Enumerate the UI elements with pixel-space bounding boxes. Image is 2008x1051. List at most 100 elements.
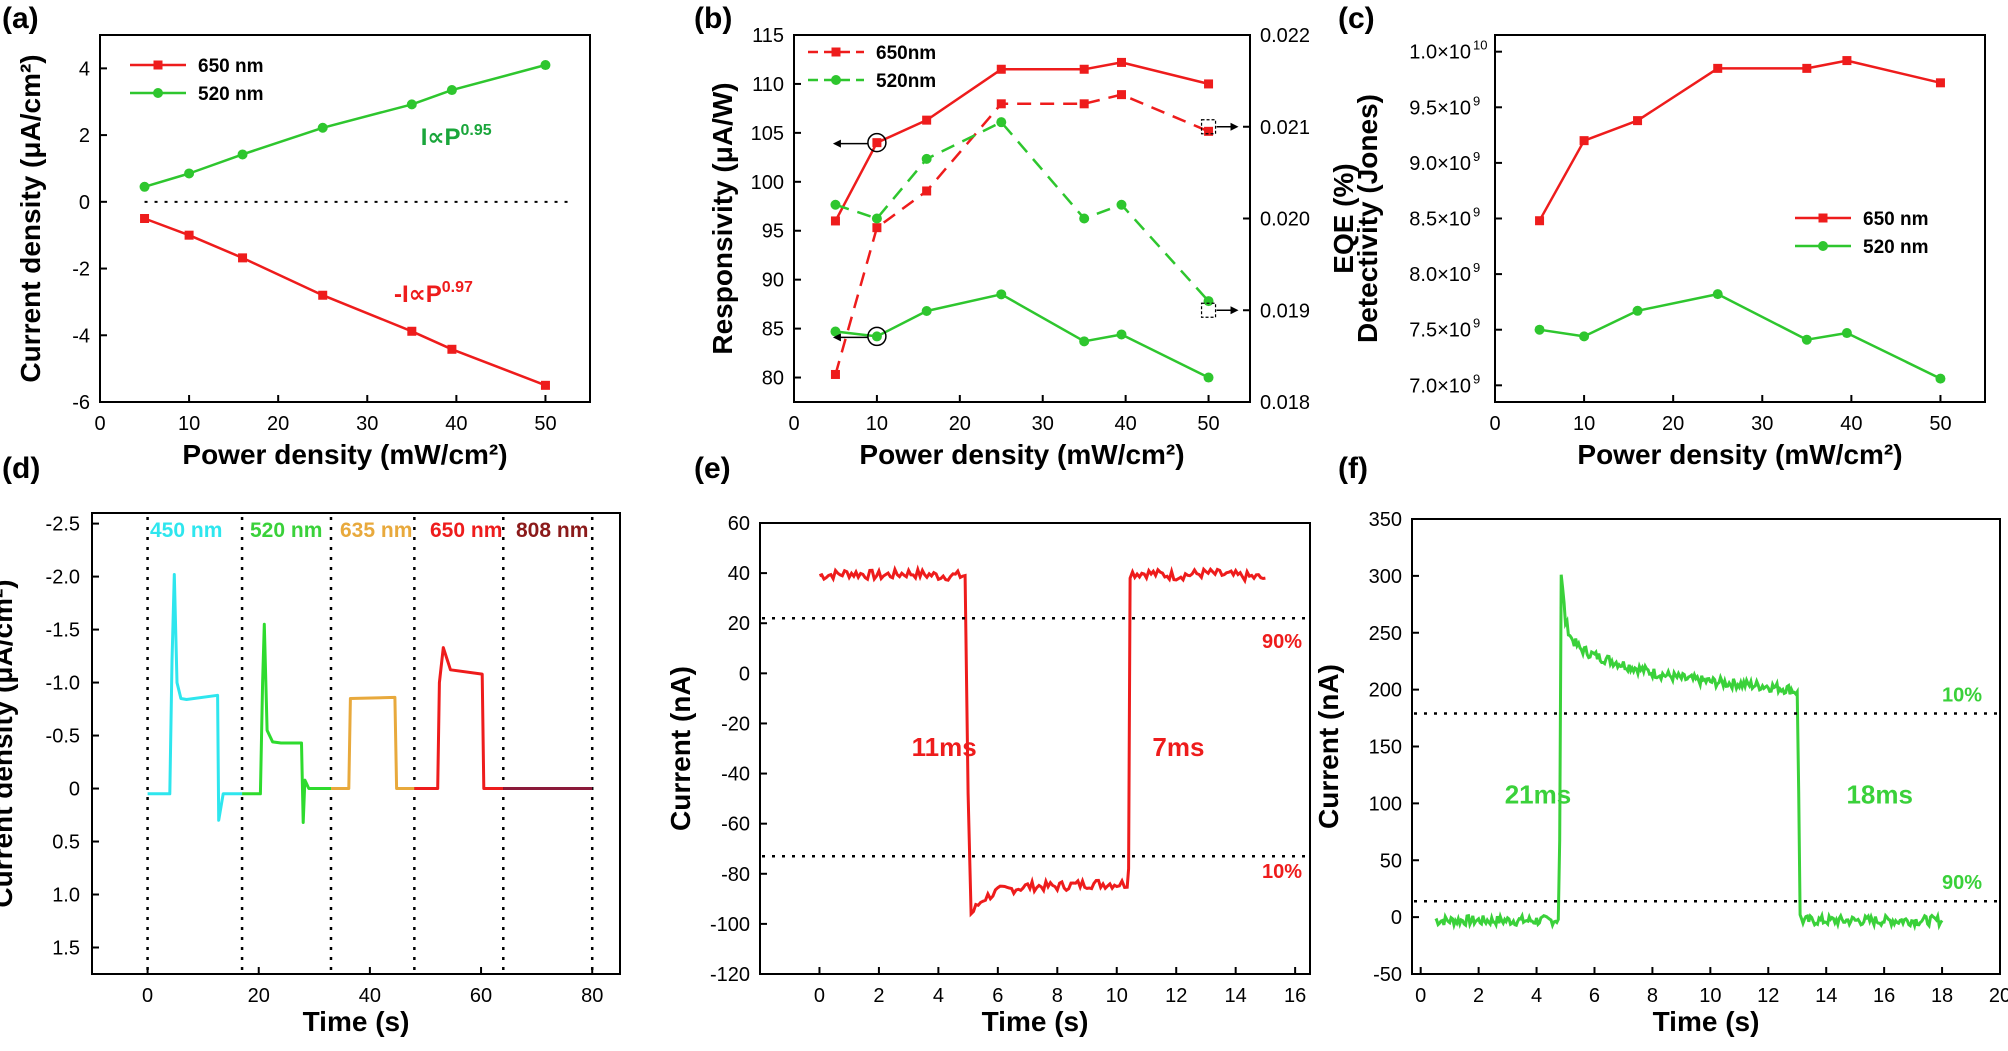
data-point-circle — [830, 326, 841, 337]
y2-tick-label: 0.021 — [1260, 117, 1310, 139]
data-point-square — [830, 216, 840, 226]
x-tick-label: 0 — [1489, 413, 1500, 435]
y-tick-label: 0.5 — [52, 832, 80, 854]
data-point-square — [238, 253, 248, 263]
x-axis-title: Power density (mW/cm²) — [1577, 439, 1902, 470]
y-tick-exponent: 10 — [1473, 38, 1487, 53]
data-point-circle — [1579, 331, 1590, 342]
arrow-head — [832, 139, 841, 148]
plot-frame-a — [99, 34, 591, 403]
data-point-circle — [540, 60, 551, 71]
y-axis-title: Current (nA) — [665, 666, 696, 831]
y2-tick-label: 0.022 — [1260, 25, 1310, 47]
highlight-dashed-box — [1200, 119, 1217, 135]
data-point-square — [1204, 79, 1214, 89]
y-tick-exponent: 9 — [1473, 205, 1480, 220]
y-tick-label: -1.5 — [46, 620, 80, 642]
y-tick-label: 9.5×10 — [1409, 97, 1471, 119]
y-tick-label: 250 — [1369, 623, 1402, 645]
wavelength-label: 650 nm — [430, 519, 502, 542]
legend-label: 650 nm — [1863, 209, 1928, 230]
y-tick-label: 100 — [1369, 793, 1402, 815]
threshold-label: 90% — [1262, 631, 1302, 653]
highlight-dashed-box — [1200, 302, 1217, 318]
x-tick-label: 40 — [1115, 413, 1137, 435]
panel-label: (f) — [1338, 452, 1368, 485]
data-point-circle — [996, 289, 1007, 300]
legend-label: 520 nm — [1863, 237, 1928, 258]
y-tick-label: 9.0×10 — [1409, 153, 1471, 175]
wavelength-label: 635 nm — [340, 519, 412, 542]
x-axis-title: Time (s) — [303, 1006, 410, 1037]
data-point-circle — [830, 199, 841, 210]
y-tick-label: 4 — [79, 58, 90, 80]
legend-label: 520 nm — [198, 84, 263, 105]
panel-f-group: 10% 90% 21ms 18ms 0 2 4 6 8 10 12 14 16 18 20 -50 0 50 100… — [1313, 452, 2008, 1037]
data-point-square — [1535, 216, 1545, 226]
y-tick-label: 0 — [739, 663, 750, 685]
y-tick-label: 50 — [1380, 850, 1402, 872]
y-tick-exponent: 9 — [1473, 149, 1480, 164]
data-point-square — [831, 47, 841, 57]
data-point-circle — [317, 122, 328, 133]
time-constant-label: 18ms — [1846, 779, 1913, 809]
x-axis-title: Power density (mW/cm²) — [182, 439, 507, 470]
data-point-square — [1802, 63, 1812, 73]
trace-450nm — [147, 573, 243, 822]
data-point-circle — [1712, 289, 1723, 300]
x-tick-label: 0 — [94, 413, 105, 435]
y-tick-label: -40 — [721, 764, 750, 786]
x-tick-label: 60 — [470, 985, 492, 1007]
data-point-square — [447, 344, 457, 354]
panel-a-group: 0 10 20 30 40 50 -6 -4 -2 0 2 4 Power density (mW/cm… — [2, 2, 591, 470]
data-point-square — [540, 380, 550, 390]
y-tick-label: 80 — [762, 368, 784, 390]
x-tick-label: 0 — [788, 413, 799, 435]
legend-label: 650 nm — [198, 56, 263, 77]
series-line-520nm — [1539, 292, 1942, 380]
data-point-square — [830, 369, 840, 379]
x-tick-label: 4 — [1531, 985, 1542, 1007]
data-point-circle — [1818, 241, 1828, 251]
data-point-circle — [921, 305, 932, 316]
data-point-circle — [871, 331, 882, 342]
x-tick-label: 40 — [1840, 413, 1862, 435]
y2-axis-title: EQE (%) — [1328, 163, 1359, 273]
x-tick-label: 30 — [356, 413, 378, 435]
y-tick-label: -0.5 — [46, 726, 80, 748]
data-point-circle — [1079, 213, 1090, 224]
x-tick-label: 6 — [1589, 985, 1600, 1007]
panel-b-group: 0 10 20 30 40 50 80 85 90 95 100 105 110 115 0.018 0.01… — [694, 2, 1359, 470]
y-tick-label: -20 — [721, 713, 750, 735]
series-line-520nm — [835, 120, 1210, 302]
data-point-square — [1842, 56, 1852, 66]
data-point-circle — [1203, 372, 1214, 383]
x-tick-label: 20 — [248, 985, 270, 1007]
data-point-circle — [446, 85, 457, 96]
plot-frame-d — [91, 512, 621, 975]
y-axis-title: Detectivity (Jones) — [1352, 94, 1383, 343]
x-tick-label: 8 — [1052, 985, 1063, 1007]
y-tick-label: 0 — [69, 779, 80, 801]
wavelength-label: 808 nm — [516, 519, 588, 542]
power-law-annotation: I∝P0.95 — [421, 122, 492, 151]
x-tick-label: 8 — [1647, 985, 1658, 1007]
y-tick-label: 105 — [751, 123, 784, 145]
data-point-square — [407, 326, 417, 336]
data-point-square — [1713, 63, 1723, 73]
data-point-circle — [1935, 373, 1946, 384]
panel-c-group: 0 10 20 30 40 507.0×10 97.5×10 98.0×10 98.5×10 99… — [1338, 2, 1986, 470]
y-tick-label: 1.5 — [52, 938, 80, 960]
data-point-square — [1633, 116, 1643, 126]
y-tick-label: -2.0 — [46, 567, 80, 589]
threshold-label: 10% — [1942, 685, 1982, 707]
y-tick-label: -2.5 — [46, 514, 80, 536]
x-axis-title: Time (s) — [1653, 1006, 1760, 1037]
x-tick-label: 14 — [1225, 985, 1247, 1007]
x-axis-title: Time (s) — [982, 1006, 1089, 1037]
y-tick-label: 150 — [1369, 737, 1402, 759]
x-tick-label: 0 — [814, 985, 825, 1007]
panel-label: (d) — [2, 452, 40, 485]
y-axis-title: Current (nA) — [1313, 664, 1344, 829]
x-tick-label: 0 — [142, 985, 153, 1007]
